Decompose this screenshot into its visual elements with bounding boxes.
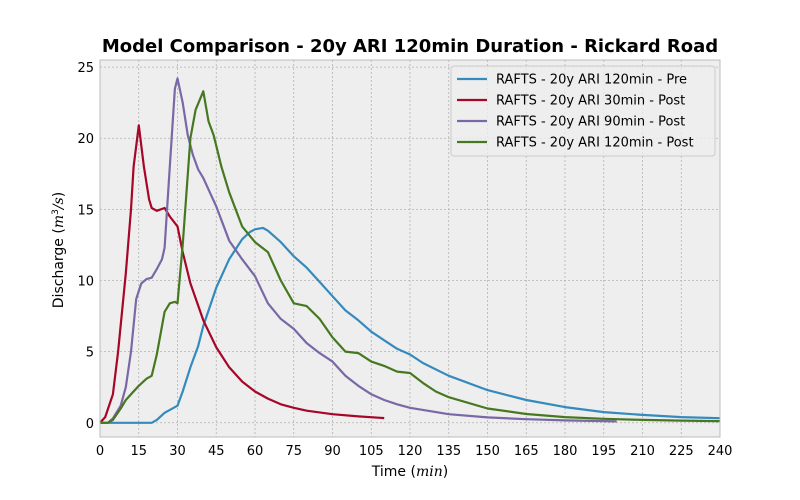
series-lines <box>99 77 721 424</box>
x-tick-label: 120 <box>398 444 423 459</box>
x-tick-label: 75 <box>285 444 302 459</box>
x-tick-label: 105 <box>359 444 384 459</box>
y-axis-unit-exp: 3 <box>51 209 61 215</box>
x-tick-label: 180 <box>553 444 578 459</box>
x-tick-label: 165 <box>514 444 539 459</box>
x-tick-label: 210 <box>630 444 655 459</box>
y-axis-unit-m: m <box>51 215 67 228</box>
legend-entry: RAFTS - 20y ARI 30min - Post <box>496 94 685 109</box>
x-tick-label: 225 <box>669 444 694 459</box>
y-axis-label-close: ) <box>51 192 67 197</box>
legend-entry: RAFTS - 20y ARI 120min - Pre <box>496 73 687 88</box>
y-tick-label: 5 <box>86 346 94 361</box>
x-axis-label-close: ) <box>443 464 448 480</box>
y-axis-unit-s: /s <box>51 197 67 211</box>
x-tick-label: 240 <box>708 444 733 459</box>
y-tick-label: 10 <box>77 275 94 290</box>
y-tick-label: 25 <box>77 61 94 76</box>
x-tick-label: 195 <box>591 444 616 459</box>
x-tick-label: 90 <box>324 444 341 459</box>
x-tick-label: 15 <box>130 444 147 459</box>
x-tick-label: 150 <box>475 444 500 459</box>
x-tick-label: 135 <box>436 444 461 459</box>
series-line-3 <box>100 77 617 424</box>
plot-frame <box>99 59 721 438</box>
y-axis-label-text: Discharge ( <box>51 228 67 308</box>
y-tick-label: 0 <box>86 417 94 432</box>
x-tick-label: 0 <box>96 444 104 459</box>
x-axis-label-text: Time ( <box>371 464 416 480</box>
legend: RAFTS - 20y ARI 120min - Pre RAFTS - 20y … <box>450 65 716 157</box>
series-line-4 <box>100 90 721 424</box>
series-line-1 <box>100 226 721 424</box>
legend-entry: RAFTS - 20y ARI 90min - Post <box>496 115 685 130</box>
tick-labels: 0 15 30 45 60 75 90 105 120 135 150 165 180 195 210 225… <box>77 61 732 459</box>
x-tick-label: 30 <box>169 444 186 459</box>
series-line-2 <box>99 124 385 424</box>
y-tick-label: 15 <box>77 203 94 218</box>
x-axis-label: Time (min) <box>371 464 448 480</box>
legend-entry: RAFTS - 20y ARI 120min - Post <box>496 136 694 151</box>
x-tick-label: 45 <box>208 444 225 459</box>
y-axis-label: Discharge (m3/s) <box>51 192 67 308</box>
x-axis-unit: min <box>416 464 443 480</box>
chart-title: Model Comparison - 20y ARI 120min Durati… <box>102 36 718 57</box>
y-tick-label: 20 <box>77 132 94 147</box>
legend-box <box>450 65 716 157</box>
x-tick-label: 60 <box>247 444 264 459</box>
